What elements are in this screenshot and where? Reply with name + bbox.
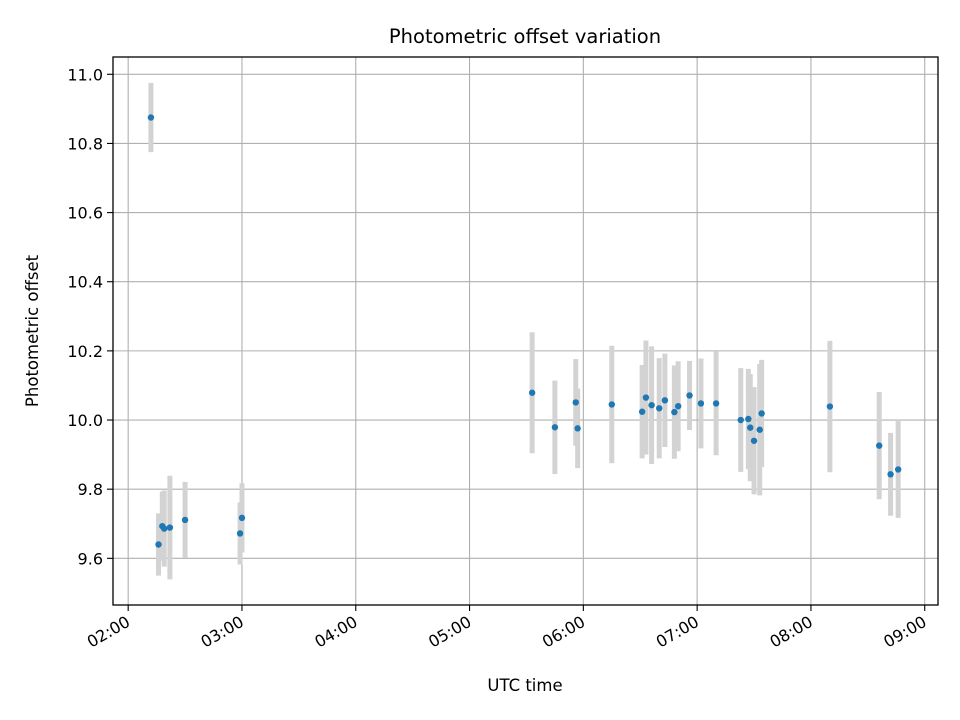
data-point [826,403,834,410]
data-point [674,402,682,410]
data-point [894,466,902,473]
data-point [661,397,669,404]
data-point [712,400,720,407]
data-point [656,405,663,412]
data-point [181,516,189,524]
y-tick-label: 10.4 [67,273,103,292]
data-point [747,424,754,431]
data-point [642,394,650,401]
grid-lines [113,57,938,605]
data-point [758,410,765,417]
data-point [238,514,246,522]
data-point [750,437,758,444]
data-point [147,114,155,121]
data-point [608,401,615,408]
data-point [756,426,763,433]
data-point [551,424,559,431]
data-point [574,425,581,432]
y-tick-label: 10.8 [67,134,103,153]
data-point [697,400,705,407]
data-point [528,389,536,396]
data-point [686,392,693,399]
data-point [887,471,894,478]
y-tick-label: 10.2 [67,342,103,361]
plot-area [113,57,938,605]
y-axis-title: Photometric offset [23,254,42,407]
data-point [671,408,678,416]
data-point [166,524,174,531]
x-axis-title: UTC time [487,676,562,695]
data-point [745,415,752,423]
data-point [236,530,244,537]
data-point [737,416,744,424]
data-point [876,442,883,449]
y-tick-label: 10.6 [67,204,103,223]
data-points [147,114,902,548]
plot-frame [112,56,939,606]
data-point [648,401,655,409]
y-tick-label: 9.6 [78,549,103,568]
data-point [572,399,579,406]
data-point [161,525,168,532]
y-tick-label: 10.0 [67,411,103,430]
chart-title: Photometric offset variation [389,25,661,48]
y-tick-label: 9.8 [78,480,103,499]
data-point [638,408,646,415]
data-point [155,541,162,548]
y-axis-ticks: 9.6 9.8 10.0 10.2 10.4 10.6 10.8 11.0 [67,65,113,568]
y-tick-label: 11.0 [67,65,103,84]
